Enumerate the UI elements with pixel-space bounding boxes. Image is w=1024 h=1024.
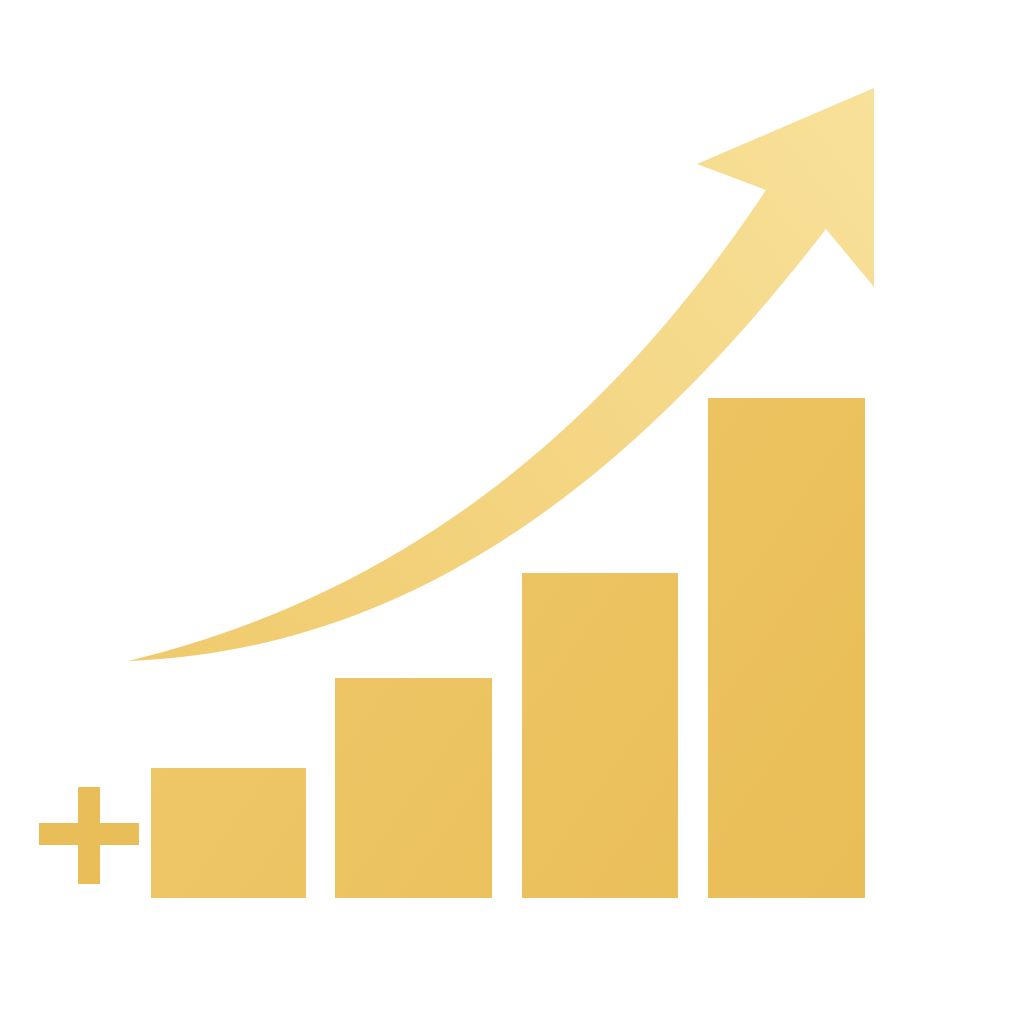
bar-4	[708, 398, 865, 898]
bars	[151, 398, 865, 898]
bar-2	[335, 678, 492, 898]
plus-icon	[39, 787, 139, 884]
bar-3	[522, 573, 678, 898]
bar-1	[151, 768, 306, 898]
up-trend-arrow-icon	[128, 88, 874, 661]
